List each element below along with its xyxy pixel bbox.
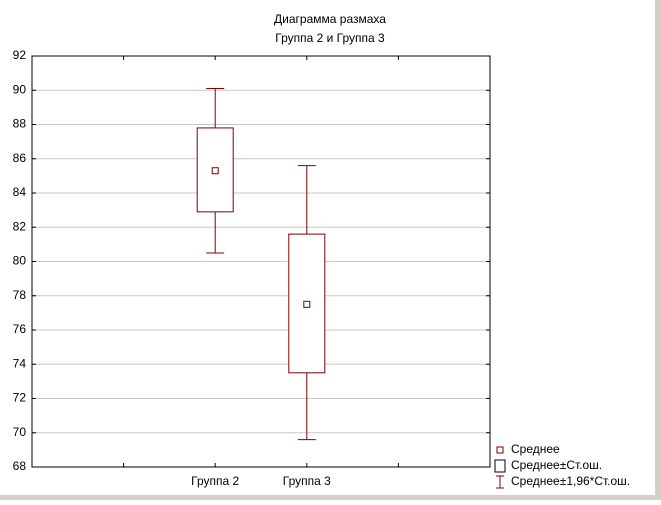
legend-box-icon: [494, 459, 506, 473]
window-edge: [0, 495, 661, 500]
mean-marker: [303, 300, 311, 308]
legend-label: Среднее±1,96*Ст.ош.: [511, 474, 630, 488]
x-tick-label: Группа 3: [283, 474, 331, 488]
mean-marker: [211, 167, 219, 175]
y-tick-label: 72: [13, 391, 27, 405]
y-tick-label: 70: [13, 425, 27, 439]
y-tick-label: 82: [13, 219, 27, 233]
y-tick-label: 90: [13, 82, 27, 96]
y-tick-label: 76: [13, 322, 27, 336]
y-tick-label: 78: [13, 288, 27, 302]
y-tick-label: 88: [13, 117, 27, 131]
window-edge: [655, 0, 661, 500]
legend-whisker-icon: [496, 475, 504, 489]
legend-label: Среднее: [511, 442, 560, 456]
chart-title: Диаграмма размаха: [274, 12, 386, 26]
legend-mean-icon: [496, 446, 504, 454]
y-tick-label: 86: [13, 151, 27, 165]
x-tick-label: Группа 2: [191, 474, 239, 488]
y-tick-label: 80: [13, 254, 27, 268]
y-tick-label: 68: [13, 459, 27, 473]
y-tick-label: 92: [13, 48, 27, 62]
chart-subtitle: Группа 2 и Группа 3: [275, 31, 385, 45]
y-tick-label: 74: [13, 356, 27, 370]
legend-label: Среднее±Ст.ош.: [511, 458, 602, 472]
y-tick-label: 84: [13, 185, 27, 199]
